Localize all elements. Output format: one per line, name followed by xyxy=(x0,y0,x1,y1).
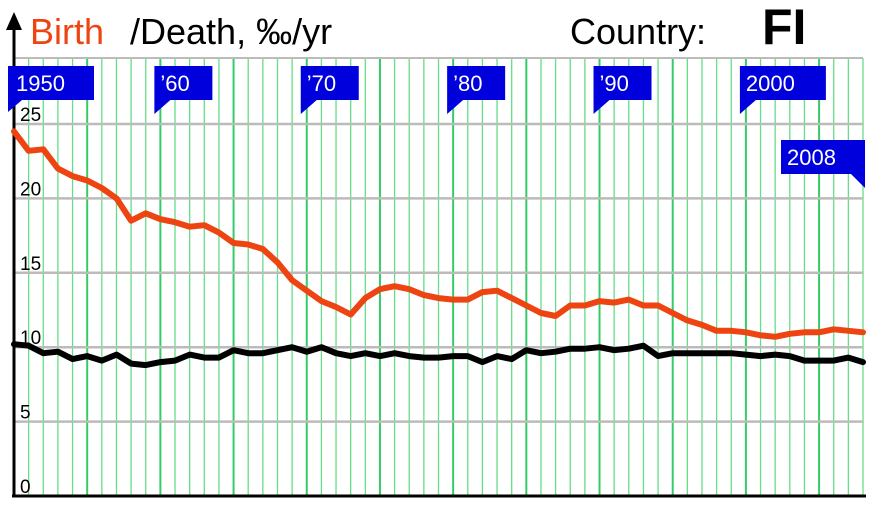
y-tick-label: 15 xyxy=(20,254,41,275)
y-tick-label: 25 xyxy=(20,105,41,126)
decade-flag: ’90 xyxy=(593,66,652,114)
decade-flag-label: 1950 xyxy=(16,71,65,96)
decade-flag-label: ’70 xyxy=(307,71,336,96)
series-line-birth xyxy=(11,128,866,340)
decade-flag-box xyxy=(8,66,94,100)
decade-flags: 1950 ’60 ’70 ’80 ’90 2000 2008 xyxy=(8,66,865,188)
y-tick-label: 0 xyxy=(20,477,31,498)
decade-flag-label: 2008 xyxy=(787,145,836,170)
decade-flag-label: ’80 xyxy=(453,71,482,96)
header-death-label: /Death, ‰/yr xyxy=(130,11,332,52)
decade-flag-pointer xyxy=(447,100,464,114)
decade-flag: 2008 xyxy=(781,140,865,188)
vertical-grid xyxy=(13,58,864,496)
header-birth-label: Birth xyxy=(30,11,104,52)
decade-flag-pointer xyxy=(8,100,22,112)
decade-flag-pointer xyxy=(593,100,610,114)
horizontal-grid xyxy=(14,57,863,498)
y-tick-label: 5 xyxy=(20,403,31,424)
decade-flag-pointer xyxy=(154,100,171,114)
y-tick-label: 20 xyxy=(20,179,41,200)
decade-flag: ’80 xyxy=(447,66,506,114)
decade-flag-box xyxy=(739,66,826,100)
series-line-death xyxy=(11,341,866,369)
decade-flag-box xyxy=(781,140,865,174)
decade-flag: 2000 xyxy=(739,66,826,114)
decade-flag-label: ’60 xyxy=(160,71,189,96)
decade-flag-box xyxy=(300,66,359,100)
decade-flag-pointer xyxy=(739,100,756,114)
header-country-code: FI xyxy=(762,0,806,55)
decade-flag-box xyxy=(447,66,506,100)
decade-flag-label: 2000 xyxy=(746,71,795,96)
decade-flag-pointer xyxy=(300,100,317,114)
decade-flag-pointer xyxy=(851,174,865,188)
y-axis-arrow-icon xyxy=(6,12,22,30)
decade-flag-box xyxy=(593,66,652,100)
decade-flag: ’60 xyxy=(154,66,213,114)
decade-flag: 1950 xyxy=(8,66,94,112)
decade-flag-label: ’90 xyxy=(600,71,629,96)
header-country-label: Country: xyxy=(570,11,706,52)
decade-flag: ’70 xyxy=(300,66,359,114)
decade-flag-box xyxy=(154,66,213,100)
